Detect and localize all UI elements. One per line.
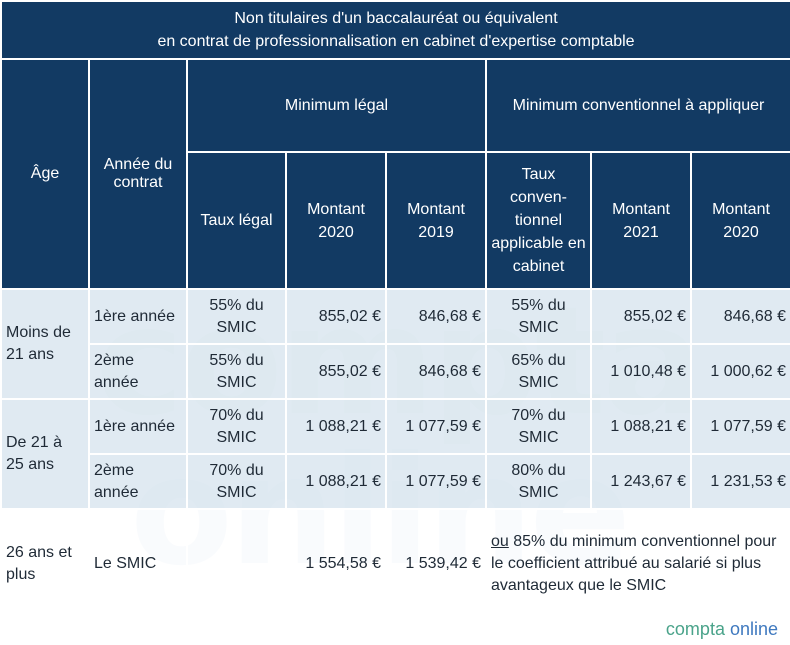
montant-2021-cell: 1 243,67 €: [590, 453, 692, 510]
header-montant-2020-b: Montant 2020: [689, 151, 790, 290]
age-cell: 26 ans et plus: [0, 508, 90, 619]
taux-legal-cell: 55% du SMIC: [186, 343, 287, 400]
taux-conv-cell: 65% du SMIC: [485, 343, 592, 400]
table-row: 2ème année 55% du SMIC 855,02 € 846,68 €…: [1, 343, 790, 400]
header-montant-2020: Montant 2020: [285, 151, 387, 290]
taux-legal-cell: 70% du SMIC: [186, 453, 287, 510]
title-line-2: en contrat de professionnalisation en ca…: [157, 33, 635, 50]
conventional-note: ou 85% du minimum conventionnel pour le …: [484, 508, 790, 619]
annee-cell: 2ème année: [88, 343, 188, 400]
title-line-1: Non titulaires d'un baccalauréat ou équi…: [234, 10, 558, 27]
montant-2020-cell: 1 088,21 €: [285, 398, 387, 455]
header-montant-2019: Montant 2019: [385, 151, 487, 290]
header-montant-2021: Montant 2021: [590, 151, 692, 290]
table-row: De 21 à 25 ans 1ère année 70% du SMIC 1 …: [0, 398, 790, 510]
taux-legal-cell: 70% du SMIC: [186, 398, 287, 455]
montant-2019-cell: 846,68 €: [385, 288, 487, 345]
logo-compta: compta: [665, 619, 730, 639]
taux-conv-cell: 70% du SMIC: [485, 398, 592, 455]
montant-2020-cell: 855,02 €: [285, 288, 387, 345]
taux-conv-cell: 55% du SMIC: [485, 288, 592, 345]
header-minimum-conventionnel: Minimum conventionnel à appliquer: [484, 58, 790, 153]
montant-2019-cell: 1 077,59 €: [385, 398, 487, 455]
salary-table: Non titulaires d'un baccalauréat ou équi…: [0, 0, 790, 619]
taux-conv-cell: 80% du SMIC: [485, 453, 592, 510]
logo-online: online: [729, 619, 778, 639]
age-cell: Moins de 21 ans: [0, 288, 90, 400]
annee-cell: 2ème année: [88, 453, 188, 510]
table-row: 2ème année 70% du SMIC 1 088,21 € 1 077,…: [1, 453, 790, 510]
note-ou: ou: [491, 532, 509, 550]
header-annee: Année du contrat: [88, 58, 188, 290]
table-title: Non titulaires d'un baccalauréat ou équi…: [0, 0, 790, 60]
compta-online-logo: compta online: [666, 619, 778, 640]
montant-2020-cell: 1 554,58 €: [285, 508, 387, 619]
table-row: Moins de 21 ans 1ère année 55% du SMIC 8…: [0, 288, 790, 400]
montant-2020-cell: 1 088,21 €: [285, 453, 387, 510]
header-taux-legal: Taux légal: [186, 151, 287, 290]
montant-2019-cell: 1 539,42 €: [385, 508, 487, 619]
note-text: 85% du minimum conventionnel pour le coe…: [491, 532, 777, 594]
montant-2020-b-cell: 1 000,62 €: [689, 343, 790, 400]
table-row: 26 ans et plus Le SMIC 1 554,58 € 1 539,…: [0, 508, 790, 619]
montant-2020-cell: 855,02 €: [285, 343, 387, 400]
montant-2019-cell: 1 077,59 €: [385, 453, 487, 510]
annee-cell: Le SMIC: [88, 508, 188, 619]
montant-2019-cell: 846,68 €: [385, 343, 487, 400]
montant-2020-b-cell: 1 077,59 €: [689, 398, 790, 455]
montant-2021-cell: 855,02 €: [590, 288, 692, 345]
empty-cell: [186, 508, 287, 619]
montant-2020-b-cell: 846,68 €: [689, 288, 790, 345]
age-cell: De 21 à 25 ans: [0, 398, 90, 510]
montant-2020-b-cell: 1 231,53 €: [689, 453, 790, 510]
header-age: Âge: [0, 58, 90, 290]
annee-cell: 1ère année: [88, 398, 188, 455]
montant-2021-cell: 1 010,48 €: [590, 343, 692, 400]
annee-cell: 1ère année: [88, 288, 188, 345]
montant-2021-cell: 1 088,21 €: [590, 398, 692, 455]
taux-legal-cell: 55% du SMIC: [186, 288, 287, 345]
header-taux-conventionnel: Taux conven-tionnel applicable en cabine…: [485, 151, 592, 290]
header-minimum-legal: Minimum légal: [186, 58, 487, 153]
